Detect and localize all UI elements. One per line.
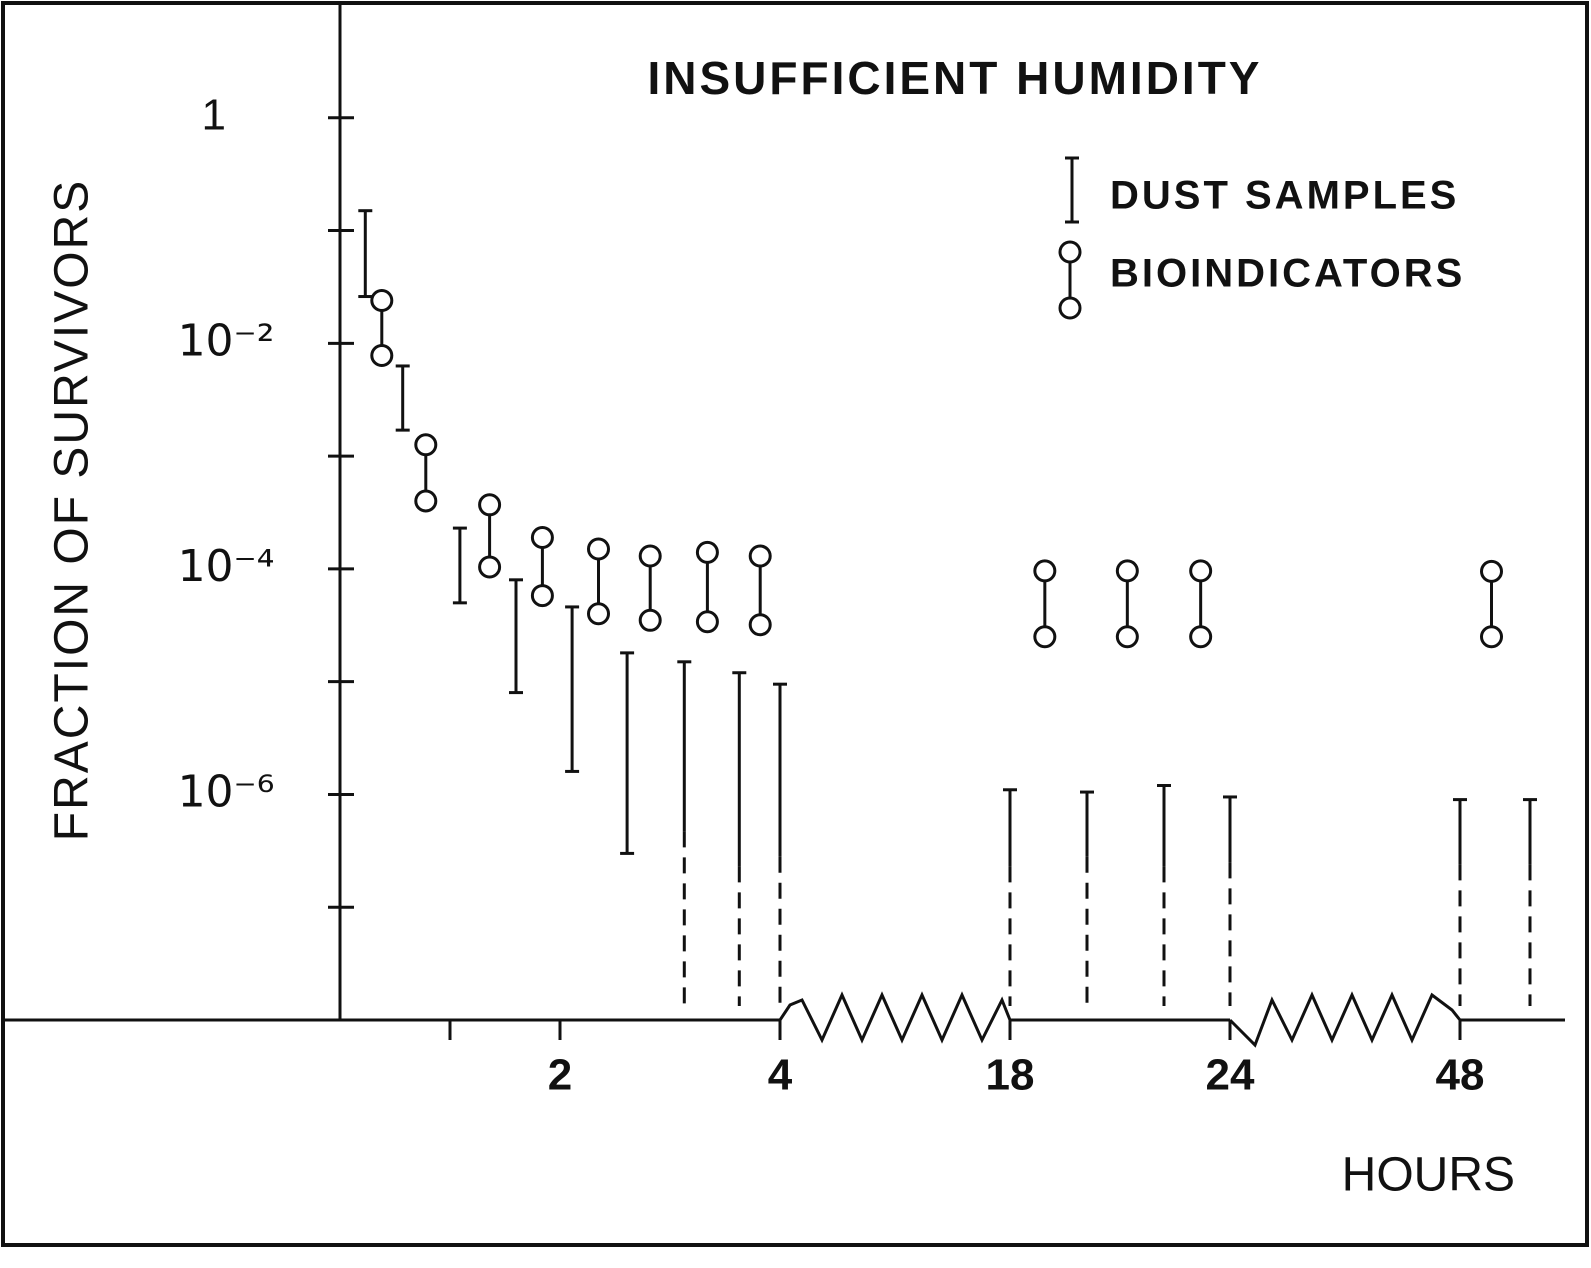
pair-high [1189, 559, 1213, 583]
x-tick-label: 18 [986, 1051, 1035, 1100]
y-tick-label: 10⁻⁶ [178, 766, 275, 817]
pair-high [695, 540, 719, 564]
pair-high [1480, 559, 1503, 583]
pair-high [530, 525, 554, 549]
pair-high [1033, 559, 1057, 583]
pair-low [414, 489, 438, 513]
pair-low [748, 613, 772, 637]
x-tick-label: 24 [1206, 1051, 1255, 1100]
legend-label: BIOINDICATORS [1110, 252, 1465, 296]
y-tick-label: 10⁻² [178, 315, 275, 366]
pair-high [370, 288, 394, 312]
y-tick-label: 10⁻⁴ [178, 541, 275, 592]
y-tick-label: 1 [202, 90, 226, 139]
legend-symbols [1058, 156, 1082, 320]
x-axis-label: HOURS [1342, 1149, 1515, 1202]
y-axis-label: FRACTION OF SURVIVORS [46, 179, 99, 842]
pair-low [1115, 625, 1139, 649]
axis-break [1228, 991, 1462, 1048]
x-tick-label: 48 [1436, 1051, 1485, 1100]
pair-low [1480, 625, 1503, 649]
legend-label: DUST SAMPLES [1110, 174, 1459, 218]
pair-low [370, 344, 394, 368]
pair-high [1115, 559, 1139, 583]
chart-title: INSUFFICIENT HUMIDITY [648, 52, 1263, 104]
pair-high [748, 544, 772, 568]
pair-low [1189, 625, 1213, 649]
pair-high [638, 544, 662, 568]
axis-breaks [778, 991, 1462, 1048]
x-tick-label: 4 [768, 1051, 793, 1100]
pair-low [695, 610, 719, 634]
pair-high [478, 493, 502, 517]
pair-high [414, 433, 438, 457]
pair-low [1033, 625, 1057, 649]
pair-low [587, 602, 610, 626]
pair-high [587, 537, 610, 561]
pair-low [638, 608, 662, 632]
pair-low [530, 584, 554, 608]
x-tick-label: 2 [548, 1051, 572, 1100]
axis-break [778, 991, 1012, 1044]
pair-low [478, 555, 502, 579]
legend-pair [1058, 240, 1082, 264]
legend-pair [1058, 296, 1082, 320]
